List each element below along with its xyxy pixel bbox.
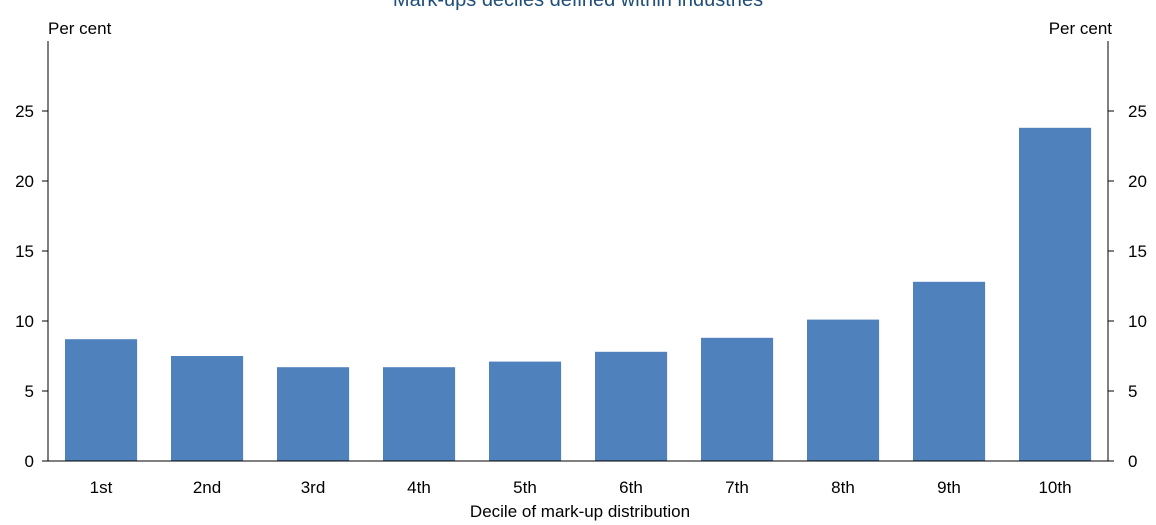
bar-2nd bbox=[171, 356, 244, 461]
left-tick-label-10: 10 bbox=[15, 312, 34, 331]
right-tick-label-10: 10 bbox=[1128, 312, 1147, 331]
chart-title: Mark-ups deciles defined within industri… bbox=[393, 0, 763, 11]
left-tick-label-25: 25 bbox=[15, 102, 34, 121]
bar-1st bbox=[65, 339, 138, 461]
right-tick-label-25: 25 bbox=[1128, 102, 1147, 121]
x-tick-label-2nd: 2nd bbox=[193, 478, 221, 497]
bar-4th bbox=[383, 367, 456, 461]
left-tick-label-5: 5 bbox=[25, 382, 34, 401]
bar-8th bbox=[807, 319, 880, 461]
bar-3rd bbox=[277, 367, 350, 461]
x-tick-label-5th: 5th bbox=[513, 478, 537, 497]
right-tick-label-15: 15 bbox=[1128, 242, 1147, 261]
right-tick-label-0: 0 bbox=[1128, 452, 1137, 471]
bars-group bbox=[65, 127, 1092, 462]
x-tick-label-9th: 9th bbox=[937, 478, 961, 497]
x-tick-label-7th: 7th bbox=[725, 478, 749, 497]
x-tick-label-3rd: 3rd bbox=[301, 478, 326, 497]
right-tick-label-5: 5 bbox=[1128, 382, 1137, 401]
bar-5th bbox=[489, 361, 562, 461]
bar-10th bbox=[1019, 127, 1092, 462]
bar-6th bbox=[595, 351, 668, 461]
x-tick-label-10th: 10th bbox=[1038, 478, 1071, 497]
right-tick-label-20: 20 bbox=[1128, 172, 1147, 191]
left-unit-label: Per cent bbox=[48, 19, 112, 38]
right-unit-label: Per cent bbox=[1049, 19, 1113, 38]
x-tick-label-6th: 6th bbox=[619, 478, 643, 497]
x-axis-title: Decile of mark-up distribution bbox=[470, 502, 690, 521]
bar-9th bbox=[913, 281, 986, 461]
ticks-group: 1st 2nd 3rd 4th 5th 6th 7th 8th 9th 10th 0 0 5 5 10 10 1… bbox=[15, 102, 1147, 497]
bar-7th bbox=[701, 337, 774, 461]
x-tick-label-1st: 1st bbox=[90, 478, 113, 497]
x-tick-label-8th: 8th bbox=[831, 478, 855, 497]
left-tick-label-20: 20 bbox=[15, 172, 34, 191]
left-tick-label-0: 0 bbox=[25, 452, 34, 471]
left-tick-label-15: 15 bbox=[15, 242, 34, 261]
x-tick-label-4th: 4th bbox=[407, 478, 431, 497]
